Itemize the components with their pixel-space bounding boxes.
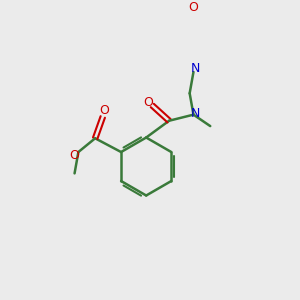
Text: O: O (70, 149, 80, 162)
Text: O: O (143, 96, 153, 109)
Text: O: O (99, 104, 109, 117)
Text: N: N (190, 61, 200, 75)
Text: N: N (190, 106, 200, 120)
Text: O: O (188, 1, 198, 13)
